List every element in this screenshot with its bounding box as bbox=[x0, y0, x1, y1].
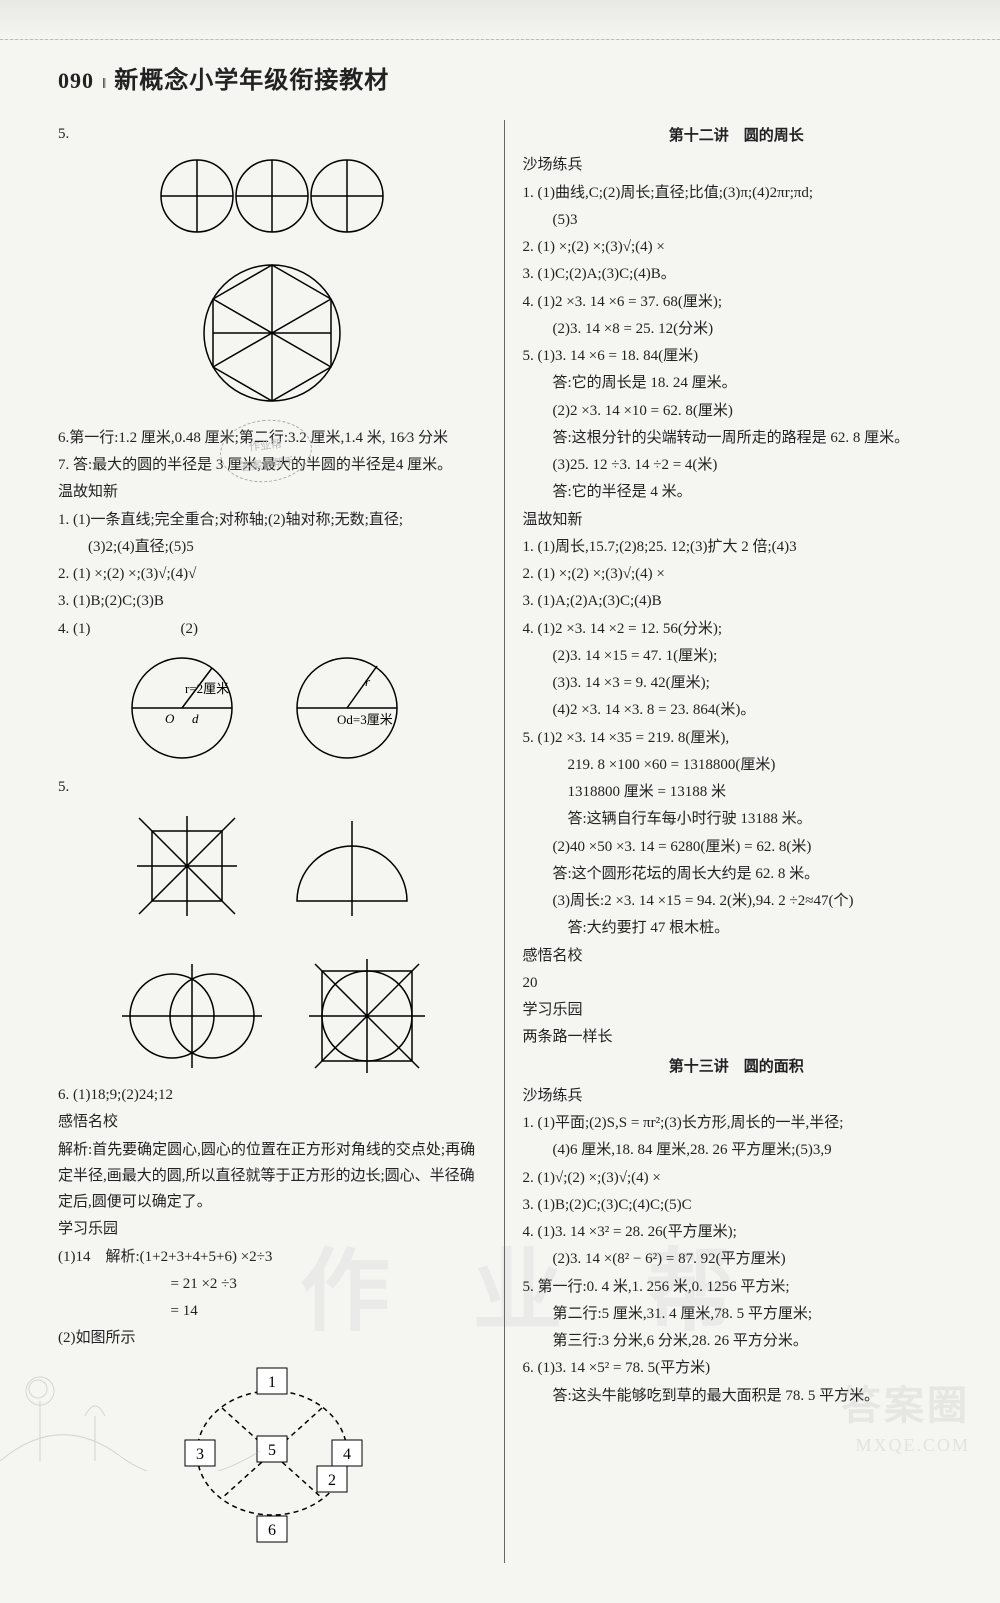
q6: 6.第一行:1.2 厘米,0.48 厘米;第二行:3.2 厘米,1.4 米, 1… bbox=[58, 425, 486, 451]
url-watermark: MXQE.COM bbox=[855, 1430, 970, 1462]
r-wg5c: 答:这辆自行车每小时行驶 13188 米。 bbox=[523, 806, 951, 832]
s13-5b: 第二行:5 厘米,31. 4 厘米,78. 5 平方厘米; bbox=[523, 1301, 951, 1327]
r-sc3: 3. (1)C;(2)A;(3)C;(4)B。 bbox=[523, 261, 951, 287]
r-wg1: 1. (1)周长,15.7;(2)8;25. 12;(3)扩大 2 倍;(4)3 bbox=[523, 534, 951, 560]
wg1: 1. (1)一条直线;完全重合;对称轴;(2)轴对称;无数;直径; bbox=[58, 507, 486, 533]
r-sc5a: 答:它的周长是 18. 24 厘米。 bbox=[523, 370, 951, 396]
svg-text:2: 2 bbox=[328, 1472, 336, 1489]
figure-three-circles bbox=[58, 153, 486, 248]
r-wg5a: 219. 8 ×100 ×60 = 1318800(厘米) bbox=[523, 752, 951, 778]
decorative-top-border bbox=[0, 0, 1000, 40]
r-wg5b: 1318800 厘米 = 13188 米 bbox=[523, 779, 951, 805]
r-ganwu-val: 20 bbox=[523, 970, 951, 996]
s13-5: 5. 第一行:0. 4 米,1. 256 米,0. 1256 平方米; bbox=[523, 1274, 951, 1300]
r-sc5e: 答:它的半径是 4 米。 bbox=[523, 479, 951, 505]
svg-text:6: 6 bbox=[268, 1522, 276, 1539]
r-wg5f: (3)周长:2 ×3. 14 ×15 = 94. 2(米),94. 2 ÷2≈4… bbox=[523, 888, 951, 914]
xx1c: = 14 bbox=[58, 1298, 486, 1324]
s13-4: 4. (1)3. 14 ×3² = 28. 26(平方厘米); bbox=[523, 1219, 951, 1245]
svg-text:1: 1 bbox=[268, 1374, 276, 1391]
r-wg5e: 答:这个圆形花坛的周长大约是 62. 8 米。 bbox=[523, 861, 951, 887]
r-xuexi: 学习乐园 bbox=[523, 997, 951, 1023]
svg-text:5: 5 bbox=[268, 1442, 276, 1459]
page-number: 090 bbox=[58, 62, 94, 101]
r-sc2: 2. (1) ×;(2) ×;(3)√;(4) × bbox=[523, 234, 951, 260]
figure-hexagon-in-circle bbox=[58, 255, 486, 419]
r-sc5b: (2)2 ×3. 14 ×10 = 62. 8(厘米) bbox=[523, 398, 951, 424]
svg-text:3: 3 bbox=[196, 1446, 204, 1463]
section-ganwu: 感悟名校 bbox=[58, 1109, 486, 1135]
wg6: 6. (1)18;9;(2)24;12 bbox=[58, 1082, 486, 1108]
figure-two-circles-wg4: r=2厘米 O d r Od=3厘米 bbox=[58, 648, 486, 768]
wg1b: (3)2;(4)直径;(5)5 bbox=[58, 534, 486, 560]
q5-label: 5. bbox=[58, 121, 486, 147]
r-ganwu: 感悟名校 bbox=[523, 943, 951, 969]
page-header: 090 ‖ 新概念小学年级衔接教材 bbox=[58, 60, 960, 102]
s13-2: 2. (1)√;(2) ×;(3)√;(4) × bbox=[523, 1165, 951, 1191]
s13-4b: (2)3. 14 ×(8² − 6²) = 87. 92(平方厘米) bbox=[523, 1246, 951, 1272]
r-sc4b: (2)3. 14 ×8 = 25. 12(分米) bbox=[523, 316, 951, 342]
r-sc5c: 答:这根分针的尖端转动一周所走的路程是 62. 8 厘米。 bbox=[523, 425, 951, 451]
wg2: 2. (1) ×;(2) ×;(3)√;(4)√ bbox=[58, 561, 486, 587]
wg4-label: 4. (1) bbox=[58, 616, 91, 642]
wg4-label2: (2) bbox=[181, 616, 199, 642]
r-wg2: 2. (1) ×;(2) ×;(3)√;(4) × bbox=[523, 561, 951, 587]
r-shachang2: 沙场练兵 bbox=[523, 1083, 951, 1109]
r-shachang: 沙场练兵 bbox=[523, 152, 951, 178]
s13-5c: 第三行:3 分米,6 分米,28. 26 平方分米。 bbox=[523, 1328, 951, 1354]
od-label: Od=3厘米 bbox=[337, 712, 393, 727]
r-wg3: 3. (1)A;(2)A;(3)C;(4)B bbox=[523, 588, 951, 614]
ganwu-text: 解析:首先要确定圆心,圆心的位置在正方形对角线的交点处;再确定半径,画最大的圆,… bbox=[58, 1137, 486, 1216]
r-xuexi-val: 两条路一样长 bbox=[523, 1024, 951, 1050]
section-wenguzhixin: 温故知新 bbox=[58, 479, 486, 505]
r-wg4c: (3)3. 14 ×3 = 9. 42(厘米); bbox=[523, 670, 951, 696]
left-column: 5. bbox=[40, 120, 504, 1563]
r-sc5: 5. (1)3. 14 ×6 = 18. 84(厘米) bbox=[523, 343, 951, 369]
section-xuexi: 学习乐园 bbox=[58, 1216, 486, 1242]
svg-text:4: 4 bbox=[343, 1446, 351, 1463]
r-sc1b: (5)3 bbox=[523, 207, 951, 233]
xx2: (2)如图所示 bbox=[58, 1325, 486, 1351]
wg3: 3. (1)B;(2)C;(3)B bbox=[58, 588, 486, 614]
r-wg5d: (2)40 ×50 ×3. 14 = 6280(厘米) = 62. 8(米) bbox=[523, 834, 951, 860]
wg4-row: 4. (1) (2) bbox=[58, 616, 486, 642]
xx1b: = 21 ×2 ÷3 bbox=[58, 1271, 486, 1297]
r-sc1: 1. (1)曲线,C;(2)周长;直径;比值;(3)π;(4)2πr;πd; bbox=[523, 180, 951, 206]
r-wg5g: 答:大约要打 47 根木桩。 bbox=[523, 915, 951, 941]
figure-symmetry-grid bbox=[58, 806, 486, 1076]
figure-numbered-diagram: 1 2 3 4 5 6 bbox=[58, 1358, 486, 1557]
r-wenguzhixin: 温故知新 bbox=[523, 507, 951, 533]
r-sc4: 4. (1)2 ×3. 14 ×6 = 37. 68(厘米); bbox=[523, 289, 951, 315]
wg5-label: 5. bbox=[58, 774, 486, 800]
right-column: 第十二讲 圆的周长 沙场练兵 1. (1)曲线,C;(2)周长;直径;比值;(3… bbox=[504, 120, 961, 1563]
s13-1b: (4)6 厘米,18. 84 厘米,28. 26 平方厘米;(5)3,9 bbox=[523, 1137, 951, 1163]
lesson13-title: 第十三讲 圆的面积 bbox=[523, 1054, 951, 1080]
s13-3: 3. (1)B;(2)C;(3)C;(4)C;(5)C bbox=[523, 1192, 951, 1218]
q7: 7. 答:最大的圆的半径是 3 厘米,最大的半圆的半径是4 厘米。 bbox=[58, 452, 486, 478]
r-wg5: 5. (1)2 ×3. 14 ×35 = 219. 8(厘米), bbox=[523, 725, 951, 751]
header-divider: ‖ bbox=[102, 71, 106, 97]
r-sc5d: (3)25. 12 ÷3. 14 ÷2 = 4(米) bbox=[523, 452, 951, 478]
r-wg4: 4. (1)2 ×3. 14 ×2 = 12. 56(分米); bbox=[523, 616, 951, 642]
book-title: 新概念小学年级衔接教材 bbox=[114, 60, 389, 102]
r-wg4b: (2)3. 14 ×15 = 47. 1(厘米); bbox=[523, 643, 951, 669]
lesson12-title: 第十二讲 圆的周长 bbox=[523, 123, 951, 149]
r1-label: r=2厘米 bbox=[185, 681, 229, 696]
d-label: d bbox=[192, 711, 199, 726]
s13-1: 1. (1)平面;(2)S,S = πr²;(3)长方形,周长的一半,半径; bbox=[523, 1110, 951, 1136]
o-label: O bbox=[165, 711, 175, 726]
two-column-layout: 5. bbox=[40, 120, 960, 1563]
r-wg4d: (4)2 ×3. 14 ×3. 8 = 23. 864(米)。 bbox=[523, 697, 951, 723]
xx1: (1)14 解析:(1+2+3+4+5+6) ×2÷3 bbox=[58, 1244, 486, 1270]
